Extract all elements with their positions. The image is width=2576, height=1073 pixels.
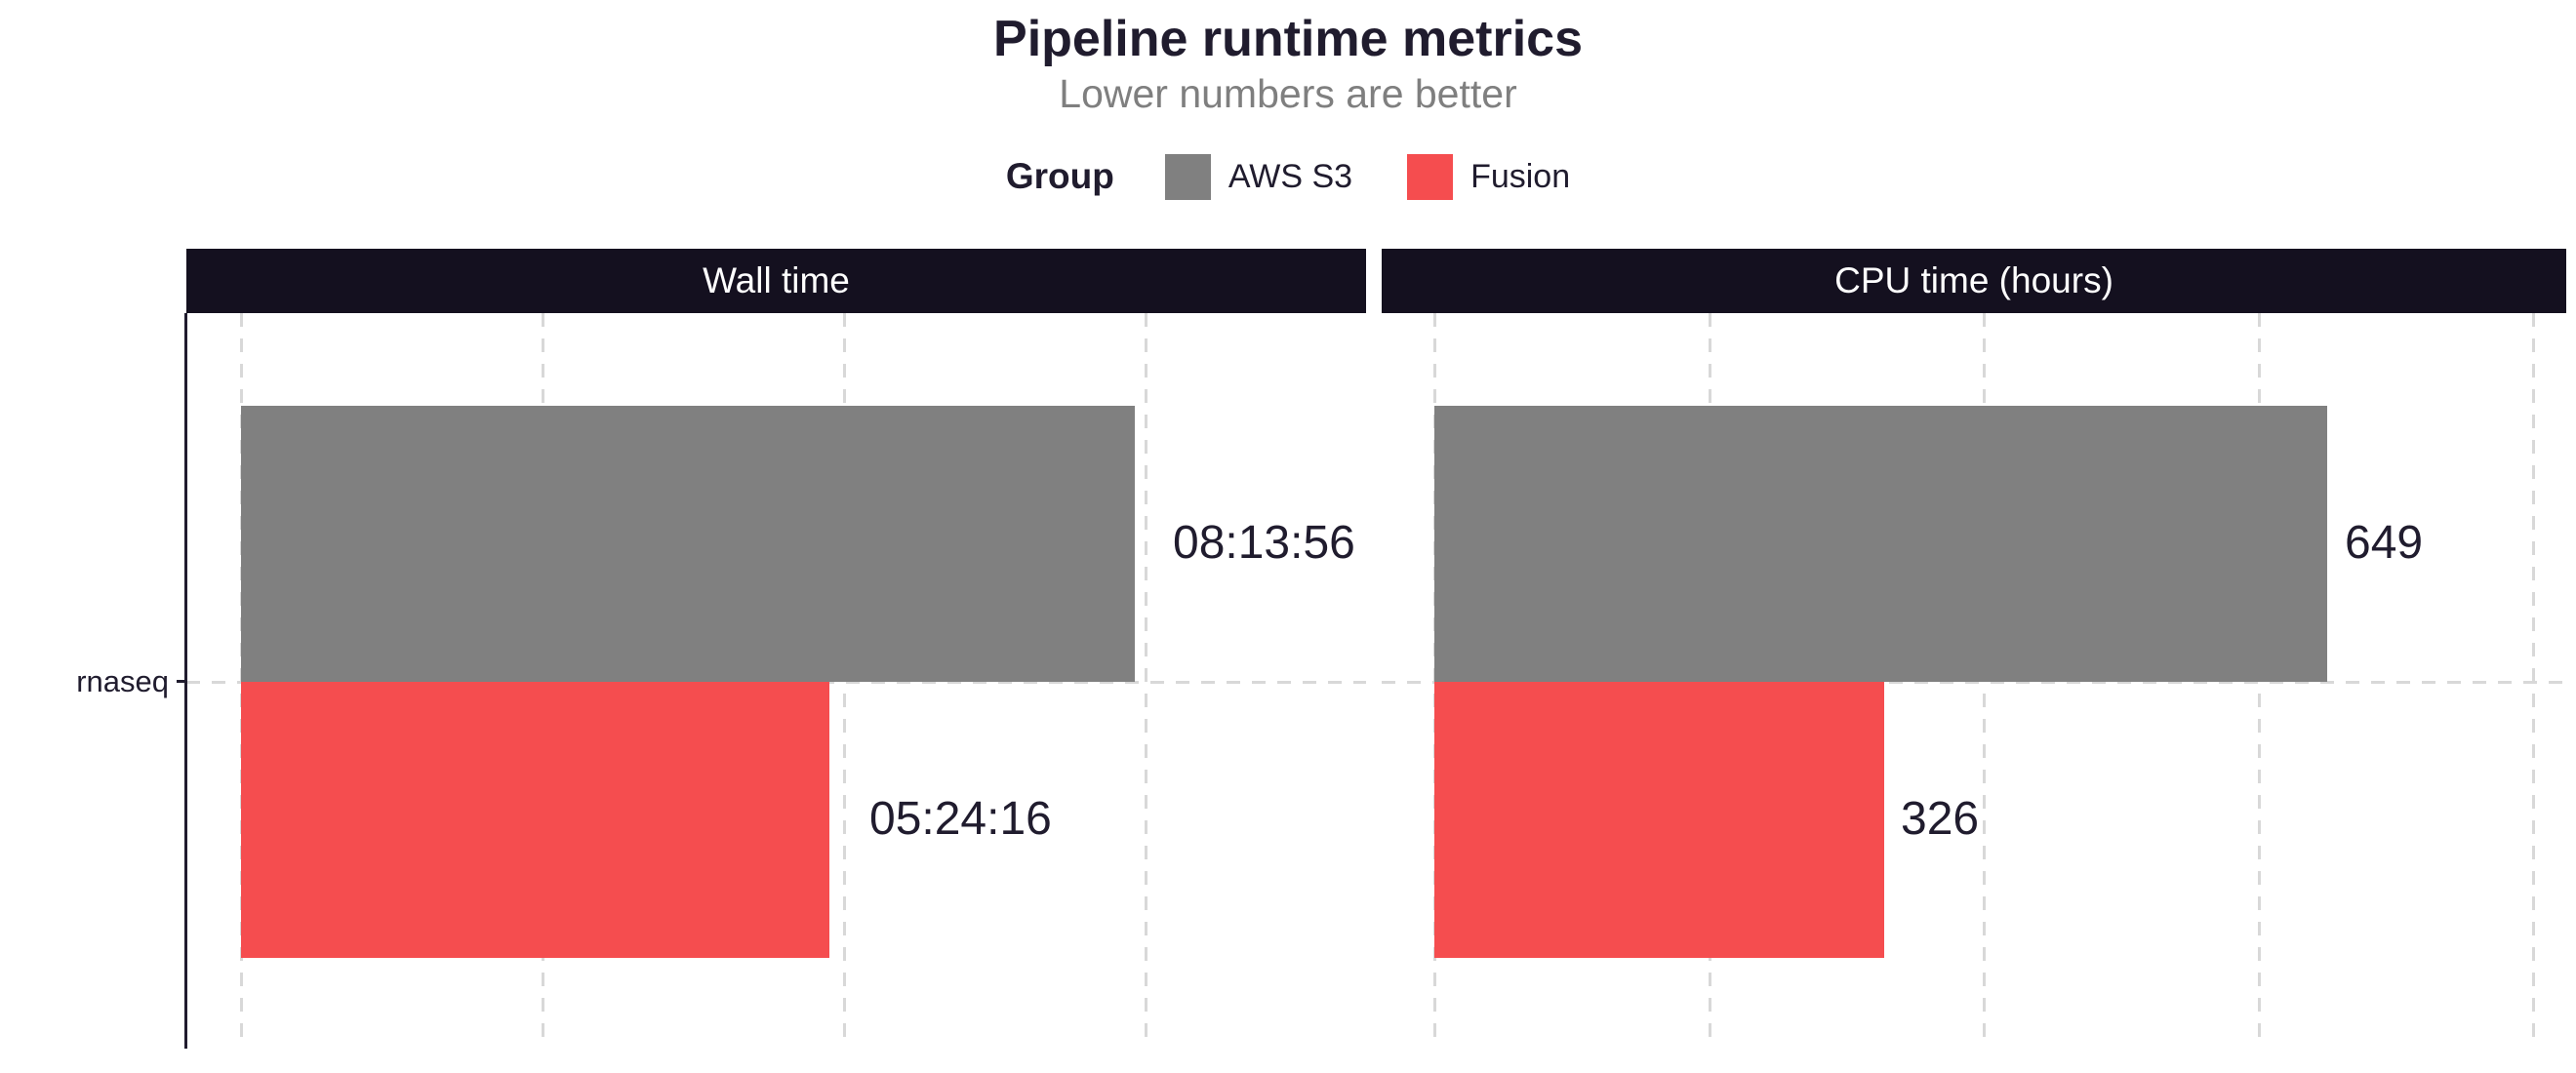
legend-label-aws-s3: AWS S3 [1228,157,1353,195]
facet-strip-cpu-time: CPU time (hours) [1382,249,2566,313]
legend-entry-aws-s3: AWS S3 [1164,153,1353,200]
gridline-horizontal-rnaseq [1382,681,2566,684]
bar-wall-time-aws-s3 [241,406,1135,682]
bar-value-cpu-time-fusion: 326 [1901,793,1980,845]
chart-subtitle: Lower numbers are better [1059,71,1517,116]
chart-title: Pipeline runtime metrics [993,11,1583,67]
bar-wall-time-fusion [241,682,829,958]
panel-cpu-time: 649 326 [1382,313,2566,1049]
bar-cpu-time-fusion [1434,682,1884,958]
legend-label-fusion: Fusion [1470,157,1571,195]
legend: Group AWS S3 Fusion [0,153,2576,200]
legend-entry-fusion: Fusion [1407,153,1571,200]
legend-swatch-aws-s3 [1164,153,1211,200]
panel-wall-time: 08:13:56 05:24:16 [186,313,1366,1049]
facet-strip-wall-time: Wall time [186,249,1366,313]
bar-value-wall-time-aws-s3: 08:13:56 [1173,517,1355,569]
y-axis-label-rnaseq: rnaseq [76,664,169,698]
legend-title: Group [1005,156,1114,196]
bar-value-wall-time-fusion: 05:24:16 [869,793,1052,845]
y-axis-tick-rnaseq [177,680,185,683]
y-axis-line [184,313,187,1049]
bar-cpu-time-aws-s3 [1434,406,2327,682]
bar-value-cpu-time-aws-s3: 649 [2345,517,2424,569]
legend-swatch-fusion [1407,153,1454,200]
